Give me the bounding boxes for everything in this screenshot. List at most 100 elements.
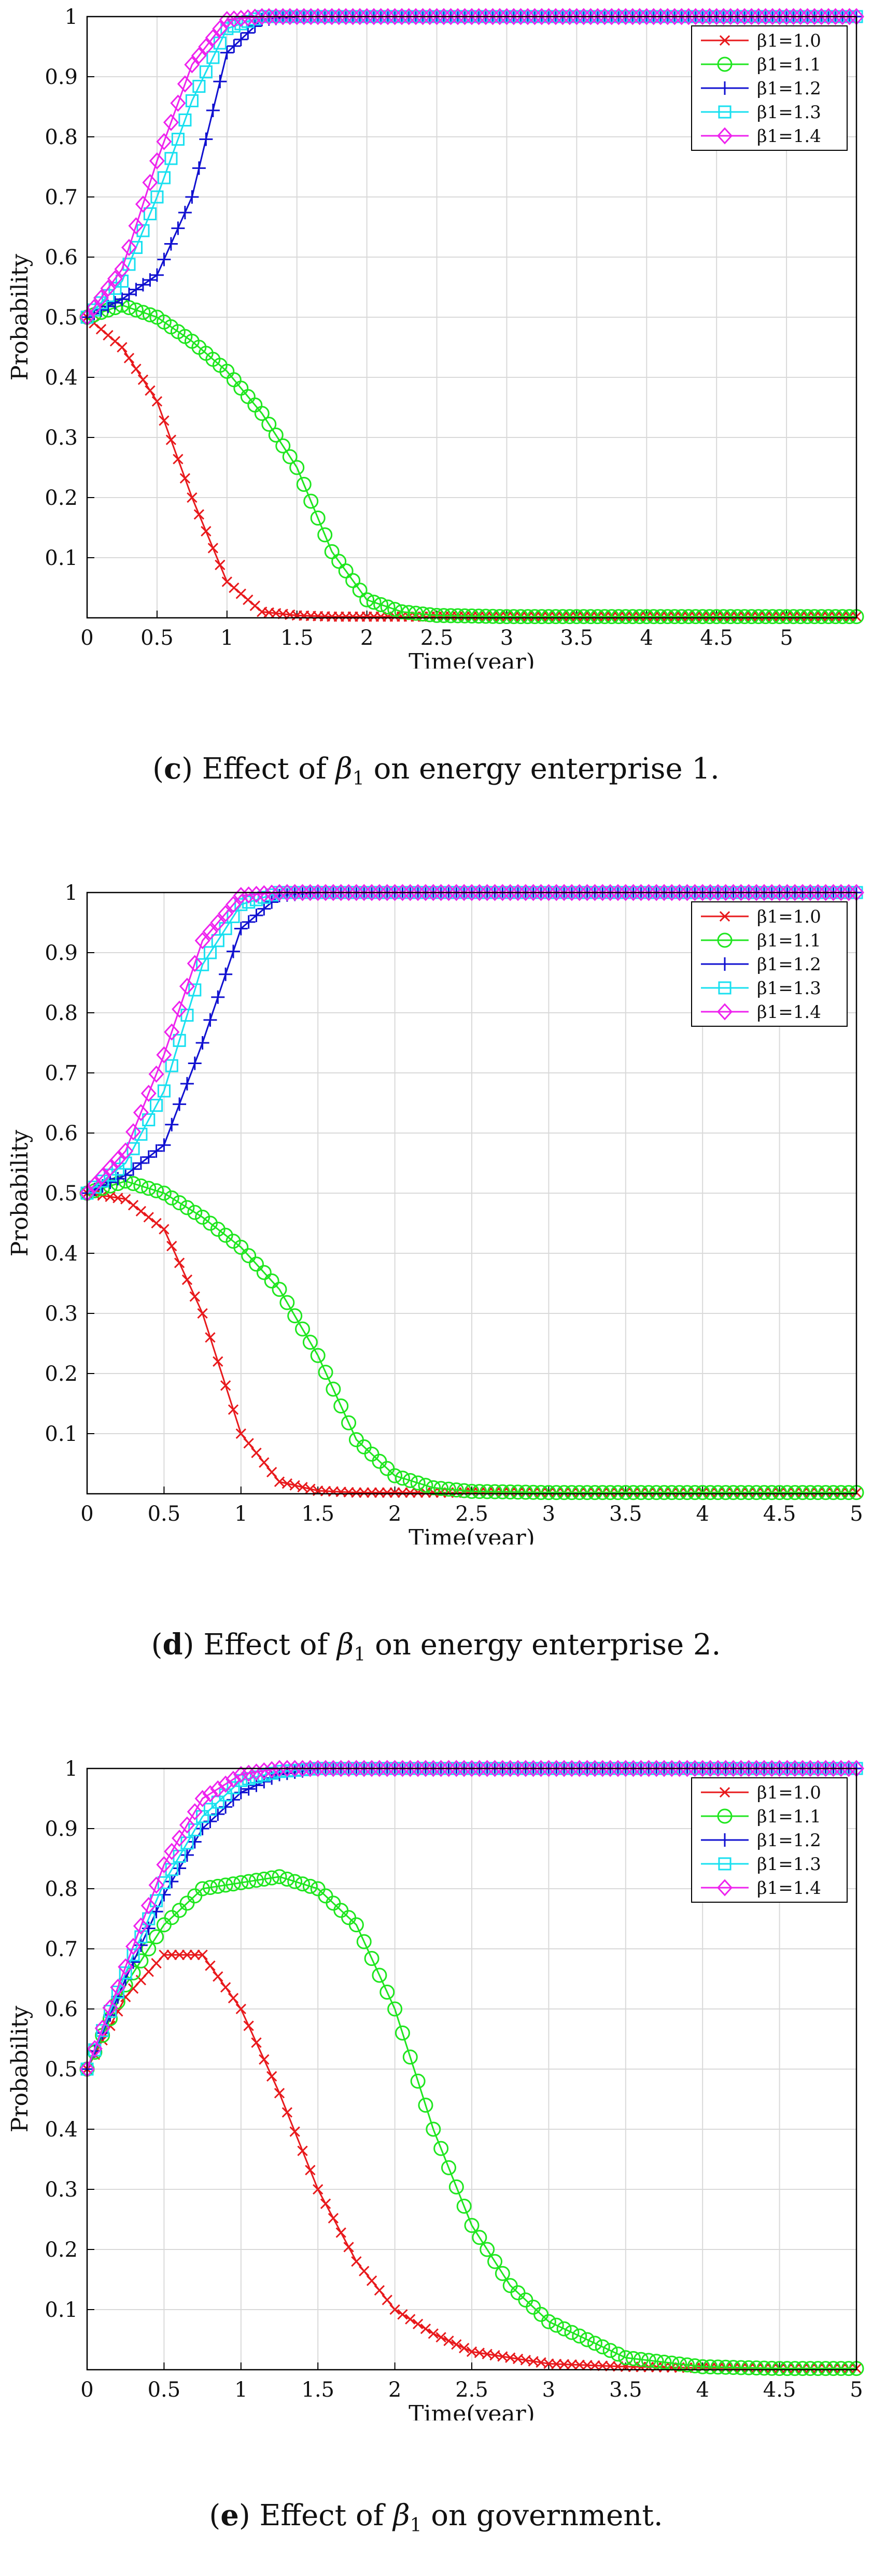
- data-point: [165, 434, 177, 445]
- data-point: [803, 1485, 818, 1501]
- x-tick-label: 1.5: [301, 2378, 334, 2402]
- data-point: [680, 1485, 695, 1501]
- data-point: [702, 2359, 718, 2375]
- data-point: [841, 884, 857, 901]
- data-point: [448, 2179, 464, 2195]
- data-point: [234, 898, 248, 911]
- data-point: [136, 278, 150, 292]
- data-point: [771, 8, 787, 25]
- data-point: [410, 1475, 426, 1491]
- data-point: [279, 1871, 295, 1887]
- y-tick-label: 0.9: [45, 1817, 78, 1841]
- data-point: [151, 1958, 162, 1969]
- data-point: [395, 2025, 410, 2041]
- data-point: [205, 1332, 216, 1343]
- data-point: [510, 884, 526, 901]
- x-tick-label: 0.5: [148, 1502, 181, 1526]
- data-point: [807, 8, 823, 25]
- data-point: [653, 8, 669, 25]
- data-point: [671, 884, 687, 901]
- data-point: [287, 1874, 303, 1889]
- data-point: [810, 1760, 826, 1777]
- data-point: [818, 1485, 834, 1501]
- y-tick-label: 0.9: [45, 65, 78, 89]
- legend-marker: [718, 81, 732, 95]
- data-point: [179, 1200, 195, 1215]
- x-tick-label: 5: [850, 2378, 863, 2402]
- data-point: [443, 8, 459, 25]
- data-point: [266, 2071, 277, 2082]
- data-point: [533, 1484, 549, 1500]
- data-point: [687, 2358, 702, 2373]
- data-point: [645, 8, 662, 25]
- data-point: [142, 1150, 156, 1164]
- data-point: [123, 352, 135, 364]
- x-tick-label: 3.5: [609, 2378, 642, 2402]
- data-point: [137, 374, 149, 385]
- data-point: [695, 2359, 710, 2374]
- data-point: [100, 279, 116, 297]
- data-point: [108, 296, 122, 310]
- data-point: [310, 1348, 326, 1363]
- data-point: [757, 8, 773, 25]
- data-point: [733, 1760, 749, 1777]
- legend-label: β1=1.2: [757, 78, 821, 99]
- data-point: [233, 9, 249, 27]
- data-point: [117, 342, 128, 353]
- data-point: [356, 1934, 372, 1949]
- data-point: [471, 1760, 487, 1777]
- data-point: [410, 2073, 426, 2089]
- x-tick-label: 1: [234, 2378, 247, 2402]
- data-point: [726, 1485, 741, 1501]
- data-point: [667, 8, 683, 25]
- data-point: [282, 2107, 293, 2118]
- data-point: [125, 1176, 141, 1191]
- legend: β1=1.0 β1=1.1 β1=1.2 β1=1.3 β1=1.4: [691, 25, 848, 151]
- data-point: [199, 132, 213, 146]
- data-point: [729, 8, 746, 25]
- data-point: [517, 1760, 533, 1777]
- data-point: [249, 1778, 263, 1792]
- data-point: [164, 1023, 180, 1041]
- data-point: [741, 2360, 756, 2375]
- data-point: [114, 260, 130, 278]
- data-point: [664, 884, 680, 901]
- data-point: [397, 2309, 408, 2320]
- x-tick-label: 1: [234, 1502, 247, 1526]
- legend-marker: [716, 1879, 733, 1896]
- data-point: [218, 1877, 233, 1893]
- data-point: [425, 884, 441, 901]
- data-point: [387, 602, 403, 617]
- y-tick-label: 0.2: [45, 486, 78, 510]
- data-point: [256, 1871, 272, 1887]
- legend-marker: [716, 127, 733, 145]
- y-tick-label: 0.6: [45, 246, 78, 270]
- data-point: [303, 493, 319, 509]
- data-point: [405, 2314, 416, 2325]
- data-point: [206, 103, 220, 117]
- data-point: [765, 8, 781, 25]
- data-point: [171, 221, 185, 235]
- legend-label: β1=1.3: [757, 1854, 821, 1875]
- data-point: [170, 94, 186, 112]
- data-point: [580, 1485, 595, 1501]
- data-point: [551, 2358, 562, 2370]
- data-point: [764, 1485, 780, 1501]
- data-point: [172, 1195, 187, 1211]
- y-axis-label: Probability: [7, 1130, 33, 1257]
- data-point: [172, 1000, 188, 1018]
- data-point: [785, 8, 801, 25]
- legend: β1=1.0 β1=1.1 β1=1.2 β1=1.3 β1=1.4: [691, 901, 848, 1027]
- data-point: [625, 884, 641, 901]
- x-tick-label: 2.5: [455, 2378, 488, 2402]
- data-point: [527, 8, 543, 25]
- data-point: [695, 884, 711, 901]
- data-point: [441, 2160, 456, 2175]
- data-point: [575, 8, 592, 25]
- y-tick-label: 0.5: [45, 1182, 78, 1206]
- data-point: [187, 492, 198, 503]
- data-point: [156, 133, 172, 150]
- data-point: [256, 1265, 272, 1280]
- data-point: [429, 8, 445, 25]
- data-point: [352, 583, 368, 598]
